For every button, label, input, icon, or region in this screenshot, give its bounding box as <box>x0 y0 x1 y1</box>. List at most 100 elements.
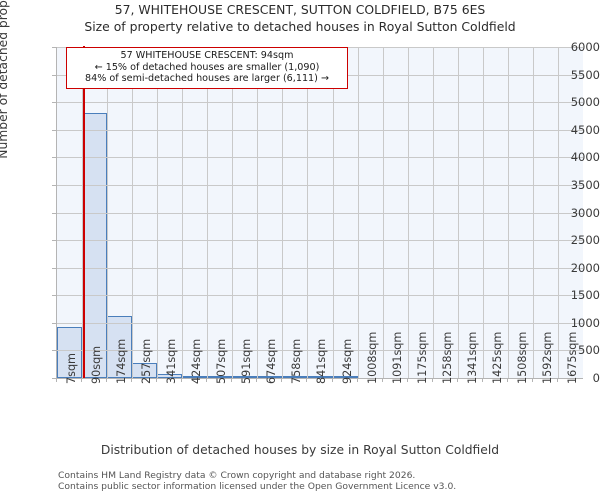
x-axis-tick-mark <box>106 378 108 382</box>
gridline-vertical <box>82 47 84 378</box>
gridline-vertical <box>332 47 334 378</box>
x-axis-tick-mark <box>231 378 233 382</box>
x-axis-tick-mark <box>531 378 533 382</box>
y-axis-tick-mark <box>52 240 56 242</box>
bar <box>82 113 108 378</box>
x-axis-label: Distribution of detached houses by size … <box>100 443 500 457</box>
x-axis-tick-label: 174sqm <box>115 338 129 384</box>
gridline-horizontal <box>57 240 583 242</box>
annotation-line-3: 84% of semi-detached houses are larger (… <box>85 73 329 84</box>
y-axis-tick-mark <box>52 267 56 269</box>
gridline-horizontal <box>57 184 583 186</box>
footer-attribution: Contains HM Land Registry data © Crown c… <box>58 470 598 492</box>
gridline-horizontal <box>57 322 583 324</box>
y-axis-tick-mark <box>52 350 56 352</box>
gridline-horizontal <box>57 295 583 297</box>
gridline-vertical <box>207 47 209 378</box>
x-axis-tick-label: 507sqm <box>215 338 229 384</box>
gridline-vertical <box>557 47 559 378</box>
gridline-vertical <box>532 47 534 378</box>
x-axis-tick-label: 341sqm <box>165 338 179 384</box>
x-axis-tick-mark <box>431 378 433 382</box>
gridline-vertical <box>182 47 184 378</box>
property-marker-line <box>83 46 86 378</box>
x-axis-tick-mark <box>506 378 508 382</box>
x-axis-tick-label: 591sqm <box>240 338 254 384</box>
y-axis-tick-mark <box>52 295 56 297</box>
x-axis-tick-label: 1341sqm <box>465 331 479 384</box>
x-axis-tick-label: 1425sqm <box>490 331 504 384</box>
x-axis-tick-label: 1675sqm <box>565 331 579 384</box>
y-axis-tick-mark <box>52 129 56 131</box>
annotation-line-1: 57 WHITEHOUSE CRESCENT: 94sqm <box>120 50 294 61</box>
gridline-horizontal <box>57 157 583 159</box>
gridline-vertical <box>407 47 409 378</box>
x-axis-tick-label: 841sqm <box>315 338 329 384</box>
gridline-horizontal <box>57 350 583 352</box>
y-axis-tick-label: 4500 <box>570 122 600 137</box>
gridline-vertical <box>382 47 384 378</box>
x-axis-tick-label: 1258sqm <box>440 331 454 384</box>
bar <box>57 327 83 378</box>
gridline-vertical <box>432 47 434 378</box>
gridline-horizontal <box>57 129 583 131</box>
y-axis-tick-label: 4000 <box>570 150 600 165</box>
y-axis-tick-mark <box>52 47 56 48</box>
plot-area <box>56 46 583 379</box>
y-axis-tick-label: 1500 <box>570 288 600 303</box>
gridline-horizontal <box>57 212 583 214</box>
x-axis-tick-label: 1091sqm <box>390 331 404 384</box>
y-axis-tick-label: 5000 <box>570 95 600 110</box>
y-axis-tick-label: 3500 <box>570 177 600 192</box>
y-axis-tick-label: 500 <box>578 343 600 358</box>
x-axis-tick-mark <box>456 378 458 382</box>
x-axis-tick-label: 924sqm <box>340 338 354 384</box>
x-axis-tick-label: 1008sqm <box>365 331 379 384</box>
x-axis-tick-mark <box>331 378 333 382</box>
annotation-line-2: ← 15% of detached houses are smaller (1,… <box>94 61 320 73</box>
footer-line-2: Contains public sector information licen… <box>58 481 457 492</box>
x-axis-tick-mark <box>181 378 183 382</box>
x-axis-tick-label: 424sqm <box>190 338 204 384</box>
y-axis-label: Number of detached properties <box>0 0 10 159</box>
gridline-vertical <box>282 47 284 378</box>
x-axis-tick-label: 7sqm <box>65 353 78 384</box>
x-axis-tick-mark <box>306 378 308 382</box>
x-axis-tick-mark <box>56 378 57 382</box>
y-axis-tick-mark <box>52 157 56 159</box>
y-axis-tick-mark <box>52 102 56 104</box>
y-axis-tick-label: 6000 <box>570 40 600 54</box>
x-axis-tick-mark <box>256 378 258 382</box>
x-axis-tick-mark <box>556 378 558 382</box>
x-axis-tick-label: 90sqm <box>90 345 104 384</box>
x-axis-tick-mark <box>131 378 133 382</box>
x-axis-tick-mark <box>206 378 208 382</box>
chart-subtitle: Size of property relative to detached ho… <box>84 19 516 34</box>
x-axis-tick-label: 674sqm <box>265 338 279 384</box>
x-axis-tick-mark <box>156 378 158 382</box>
y-axis-tick-label: 2000 <box>570 260 600 275</box>
gridline-vertical <box>457 47 459 378</box>
y-axis-tick-label: 1000 <box>570 315 600 330</box>
gridline-vertical <box>482 47 484 378</box>
footer-line-1: Contains HM Land Registry data © Crown c… <box>58 470 416 481</box>
x-axis-tick-mark <box>481 378 483 382</box>
y-axis-tick-label: 2500 <box>570 233 600 248</box>
x-axis-tick-mark <box>406 378 408 382</box>
gridline-vertical <box>107 47 109 378</box>
gridline-vertical <box>257 47 259 378</box>
x-axis-tick-mark <box>356 378 358 382</box>
gridline-vertical <box>307 47 309 378</box>
y-axis-tick-label: 3000 <box>570 205 600 220</box>
y-axis-tick-label: 5500 <box>570 67 600 82</box>
y-axis-tick-mark <box>52 212 56 214</box>
x-axis-tick-label: 1592sqm <box>540 331 554 384</box>
x-axis-tick-mark <box>81 378 83 382</box>
x-axis-tick-label: 257sqm <box>140 338 154 384</box>
gridline-horizontal <box>57 102 583 104</box>
gridline-horizontal <box>57 267 583 269</box>
gridline-vertical <box>507 47 509 378</box>
y-axis-tick-mark <box>52 378 56 379</box>
gridline-vertical <box>132 47 134 378</box>
